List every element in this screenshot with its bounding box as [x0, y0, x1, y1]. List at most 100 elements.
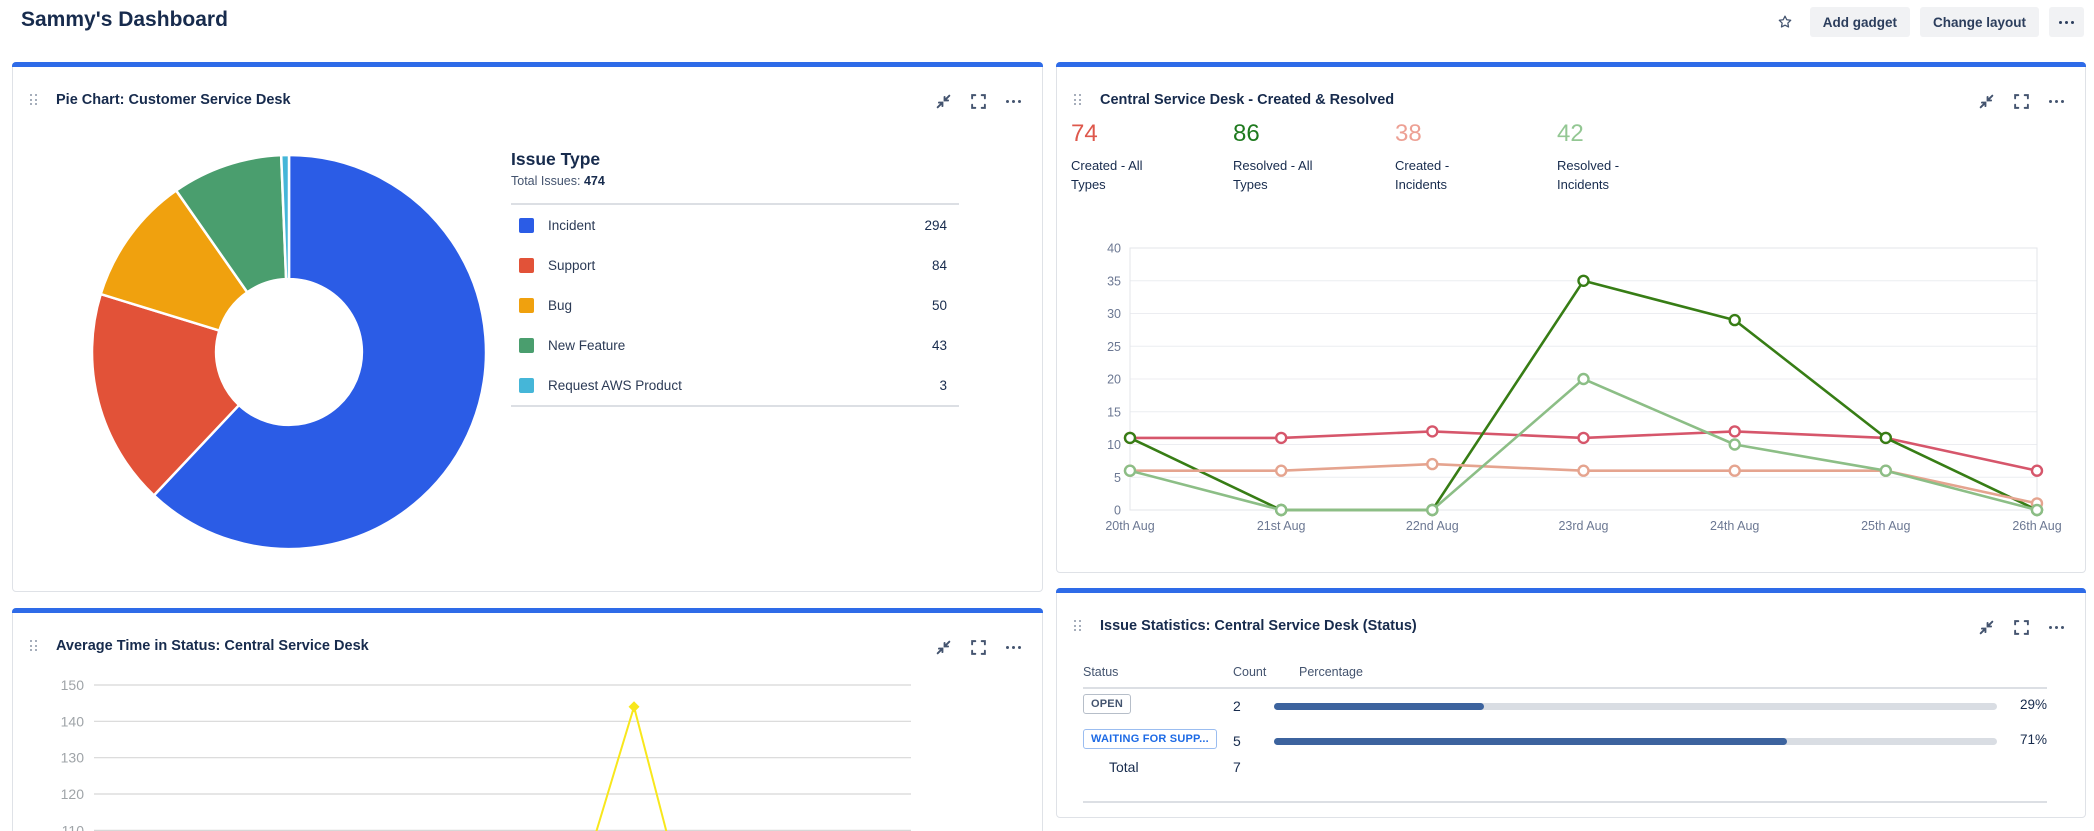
status-badge[interactable]: WAITING FOR SUPP...	[1083, 729, 1217, 749]
legend-swatch-icon	[519, 257, 534, 273]
table-divider	[1083, 801, 2047, 803]
legend-value: 50	[931, 297, 947, 313]
pie-legend: Issue Type Total Issues: 474 Incident 294…	[511, 149, 959, 407]
svg-text:130: 130	[61, 750, 85, 766]
data-point-marker[interactable]	[1728, 438, 1741, 451]
page-title: Sammy's Dashboard	[21, 8, 228, 31]
gadget-title: Central Service Desk - Created & Resolve…	[1100, 92, 1395, 108]
fullscreen-icon[interactable]	[2008, 614, 2034, 640]
legend-title: Issue Type	[511, 149, 601, 169]
table-row-waiting-for-supp-: WAITING FOR SUPP... 5 71%	[1083, 724, 2047, 759]
data-point-marker[interactable]	[2030, 464, 2044, 477]
legend-total-label: Total Issues:	[511, 174, 581, 188]
add-gadget-button[interactable]: Add gadget	[1809, 7, 1910, 37]
gadget-more-icon[interactable]	[1000, 634, 1026, 660]
drag-handle-icon[interactable]	[30, 94, 37, 105]
legend-row[interactable]: Incident 294	[511, 205, 959, 245]
data-point-marker[interactable]	[1728, 464, 1741, 477]
svg-text:22nd Aug: 22nd Aug	[1406, 519, 1459, 533]
drag-handle-icon[interactable]	[30, 640, 37, 651]
data-point-marker[interactable]	[1274, 431, 1288, 445]
legend-value: 294	[924, 217, 947, 233]
star-icon[interactable]	[1770, 7, 1800, 37]
series-line-time-in-status-spike	[595, 703, 668, 831]
total-label: Total	[1109, 759, 1139, 775]
data-point-marker[interactable]	[1728, 425, 1741, 438]
legend-rows: Incident 294 Support 84 Bug 50 New Feature 43 Re…	[511, 203, 959, 407]
legend-row[interactable]: Request AWS Product 3	[511, 365, 959, 405]
svg-text:140: 140	[61, 713, 85, 729]
legend-row[interactable]: New Feature 43	[511, 325, 959, 365]
minimize-icon[interactable]	[930, 88, 956, 114]
stat-value: 38	[1395, 120, 1422, 147]
gadget-accent-bar	[12, 608, 1043, 613]
svg-text:21st Aug: 21st Aug	[1257, 519, 1306, 533]
data-point-marker[interactable]	[1879, 431, 1892, 445]
gadget-more-icon[interactable]	[2043, 614, 2069, 640]
pie-slice-support[interactable]	[90, 292, 241, 497]
data-point-marker[interactable]	[1274, 503, 1288, 517]
gadget-average-time-in-status: Average Time in Status: Central Service …	[12, 608, 1043, 831]
data-point-marker[interactable]	[1123, 431, 1137, 445]
column-header-count: Count	[1233, 665, 1267, 679]
data-point-marker[interactable]	[1426, 457, 1439, 471]
table-row-open: OPEN 2 29%	[1083, 689, 2047, 724]
more-menu-button[interactable]	[2049, 7, 2084, 37]
gadget-header: Average Time in Status: Central Service …	[13, 614, 1042, 672]
stat-created-incidents: 38 Created - Incidents	[1395, 121, 1557, 194]
legend-row[interactable]: Bug 50	[511, 285, 959, 325]
data-point-marker[interactable]	[1123, 464, 1137, 477]
stat-label: Resolved - Incidents	[1557, 158, 1620, 192]
gadget-title: Issue Statistics: Central Service Desk (…	[1100, 618, 1417, 634]
header-actions: Add gadget Change layout	[1770, 7, 2084, 37]
data-point-marker[interactable]	[1426, 503, 1439, 517]
stat-value: 74	[1071, 120, 1098, 147]
legend-row[interactable]: Support 84	[511, 245, 959, 285]
pie-slice-request-aws-product[interactable]	[279, 153, 291, 281]
data-point-marker[interactable]	[1577, 274, 1590, 288]
minimize-icon[interactable]	[930, 634, 956, 660]
status-badge[interactable]: OPEN	[1083, 694, 1131, 714]
stats-table-header: Status Count Percentage	[1083, 661, 2047, 687]
minimize-icon[interactable]	[1973, 88, 1999, 114]
data-point-marker[interactable]	[1879, 464, 1892, 477]
gadget-title: Pie Chart: Customer Service Desk	[56, 92, 291, 108]
fullscreen-icon[interactable]	[965, 634, 991, 660]
legend-label: Request AWS Product	[548, 377, 682, 393]
gadget-more-icon[interactable]	[1000, 88, 1026, 114]
fullscreen-icon[interactable]	[2008, 88, 2034, 114]
data-point-marker[interactable]	[628, 701, 640, 713]
pie-slice-bug[interactable]	[99, 189, 249, 332]
data-point-marker[interactable]	[1577, 372, 1590, 386]
row-percentage: 71%	[2019, 732, 2047, 747]
minimize-icon[interactable]	[1973, 614, 1999, 640]
stat-resolved-all-types: 86 Resolved - All Types	[1233, 121, 1395, 194]
svg-text:40: 40	[1107, 242, 1121, 256]
drag-handle-icon[interactable]	[1074, 620, 1081, 631]
stat-resolved-incidents: 42 Resolved - Incidents	[1557, 121, 1719, 194]
svg-text:0: 0	[1114, 504, 1121, 518]
pie-slice-incident[interactable]	[152, 153, 488, 551]
data-point-marker[interactable]	[1577, 431, 1590, 445]
svg-text:23rd Aug: 23rd Aug	[1558, 519, 1608, 533]
change-layout-button[interactable]: Change layout	[1919, 7, 2039, 37]
data-point-marker[interactable]	[2030, 503, 2044, 517]
table-divider	[1083, 687, 2047, 689]
legend-swatch-icon	[519, 217, 534, 233]
stat-label: Resolved - All Types	[1233, 158, 1313, 192]
average-time-line-chart: 150 140 130 120 110	[61, 677, 911, 831]
gadget-accent-bar	[12, 62, 1043, 67]
gadget-more-icon[interactable]	[2043, 88, 2069, 114]
summary-stats: 74 Created - All Types 86 Resolved - All Ty…	[1071, 121, 1719, 194]
drag-handle-icon[interactable]	[1074, 94, 1081, 105]
svg-text:24th Aug: 24th Aug	[1710, 519, 1759, 533]
fullscreen-icon[interactable]	[965, 88, 991, 114]
legend-swatch-icon	[519, 337, 534, 353]
data-point-marker[interactable]	[1577, 464, 1590, 477]
data-point-marker[interactable]	[1728, 313, 1741, 327]
data-point-marker[interactable]	[1426, 425, 1439, 438]
svg-text:110: 110	[62, 822, 85, 831]
issue-type-donut-chart	[90, 153, 488, 551]
data-point-marker[interactable]	[1274, 464, 1288, 477]
